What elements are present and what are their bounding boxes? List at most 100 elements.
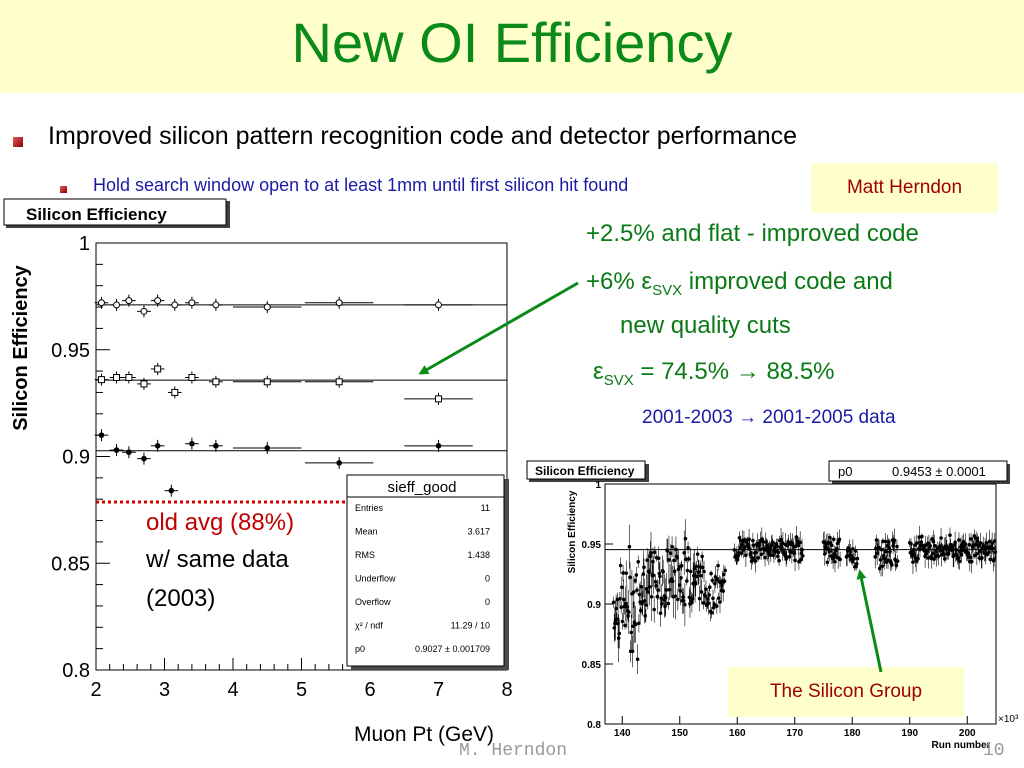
fit-box-value: 0.9453 ± 0.0001 <box>892 464 986 479</box>
data-point <box>126 449 132 456</box>
run-data-point <box>707 585 712 589</box>
run-data-point <box>888 549 892 554</box>
run-data-point <box>787 555 792 559</box>
stats-label: Mean <box>355 527 378 537</box>
pt-chart-xtick-label: 7 <box>433 679 444 701</box>
data-point <box>154 443 161 449</box>
run-data-point <box>978 541 983 545</box>
data-point <box>98 432 105 438</box>
run-data-point <box>911 560 915 564</box>
data-point <box>125 297 133 305</box>
run-data-point <box>848 550 853 554</box>
run-data-point <box>715 577 720 581</box>
run-data-point <box>895 544 899 549</box>
run-data-point <box>626 610 631 614</box>
run-chart-ytick-label: 0.85 <box>582 660 602 671</box>
pt-chart-ytick-label: 0.8 <box>62 660 90 682</box>
data-point <box>212 301 220 309</box>
run-data-point <box>701 601 706 605</box>
bullet-main: Improved silicon pattern recognition cod… <box>48 122 798 150</box>
fit-box: p0 0.9453 ± 0.0001 <box>828 460 1010 484</box>
run-data-point <box>919 540 924 544</box>
run-data-point <box>887 546 892 550</box>
run-data-point <box>948 533 952 537</box>
stats-label: Overflow <box>355 597 391 607</box>
data-point <box>113 374 121 382</box>
run-data-point <box>707 593 711 597</box>
run-data-point <box>920 534 924 539</box>
run-data-point <box>648 554 653 559</box>
run-data-point <box>800 554 805 558</box>
run-data-point <box>739 551 744 556</box>
run-data-point <box>968 555 973 560</box>
author-callout: Matt Herndon <box>811 163 998 213</box>
run-data-point <box>993 550 998 554</box>
data-point <box>188 299 196 307</box>
run-data-point <box>645 558 649 563</box>
run-data-point <box>651 559 655 564</box>
run-data-point <box>851 546 855 551</box>
run-data-point <box>830 543 834 548</box>
run-data-point <box>931 539 936 544</box>
run-data-point <box>718 600 722 604</box>
run-data-point <box>954 548 959 552</box>
data-point <box>125 374 133 382</box>
run-data-point <box>664 588 669 592</box>
run-data-point <box>873 555 878 559</box>
run-data-point <box>654 584 658 588</box>
run-data-point <box>909 541 913 546</box>
run-data-point <box>991 546 995 551</box>
run-data-point <box>631 624 635 628</box>
run-data-point <box>667 587 672 592</box>
run-data-point <box>988 557 993 562</box>
run-chart-xtick-label: 190 <box>901 728 918 739</box>
data-point <box>97 376 105 384</box>
run-data-point <box>616 636 621 640</box>
fit-box-label: p0 <box>838 464 852 479</box>
run-data-point <box>659 596 664 600</box>
run-data-point <box>670 579 675 583</box>
run-data-point <box>800 547 804 552</box>
run-data-point <box>703 594 708 598</box>
data-point <box>336 460 342 466</box>
data-point <box>435 443 442 449</box>
run-data-point <box>652 607 656 612</box>
six-percent-annotation: +6% εSVX improved code and <box>586 268 893 299</box>
stats-value: 11.29 / 10 <box>451 621 490 631</box>
run-data-point <box>790 541 795 546</box>
run-data-point <box>620 619 625 624</box>
run-data-point <box>618 596 622 601</box>
run-data-point <box>796 543 801 548</box>
stats-box: sieff_good Entries 11 Mean 3.617 RMS 1.438 Und… <box>346 474 509 670</box>
run-data-point <box>614 617 619 621</box>
stats-value: 0 <box>485 574 490 584</box>
run-data-point <box>959 553 964 557</box>
run-data-point <box>721 589 725 593</box>
run-data-point <box>693 582 698 586</box>
run-data-point <box>879 547 884 552</box>
run-data-point <box>838 557 842 562</box>
run-chart-ytick-label: 0.9 <box>587 600 601 611</box>
data-point <box>212 378 220 386</box>
run-data-point <box>716 563 720 568</box>
run-data-point <box>878 557 883 562</box>
run-data-point <box>793 558 797 563</box>
stats-label: Entries <box>355 503 384 513</box>
run-chart-x-multiplier: ×10³ <box>998 714 1019 725</box>
run-data-point <box>723 568 727 573</box>
run-data-point <box>776 550 781 555</box>
run-data-point <box>672 558 676 563</box>
run-data-point <box>630 649 635 654</box>
run-data-point <box>710 578 715 583</box>
run-data-point <box>673 594 678 598</box>
run-data-point <box>737 536 742 540</box>
run-data-point <box>667 558 671 562</box>
run-data-point <box>895 559 900 563</box>
run-data-point <box>683 536 688 541</box>
run-data-point <box>620 585 624 590</box>
run-data-point <box>963 542 968 546</box>
run-data-point <box>653 580 658 584</box>
data-point <box>140 380 148 388</box>
six-annotation-part1: +6% ε <box>586 268 653 295</box>
run-data-point <box>825 560 830 565</box>
